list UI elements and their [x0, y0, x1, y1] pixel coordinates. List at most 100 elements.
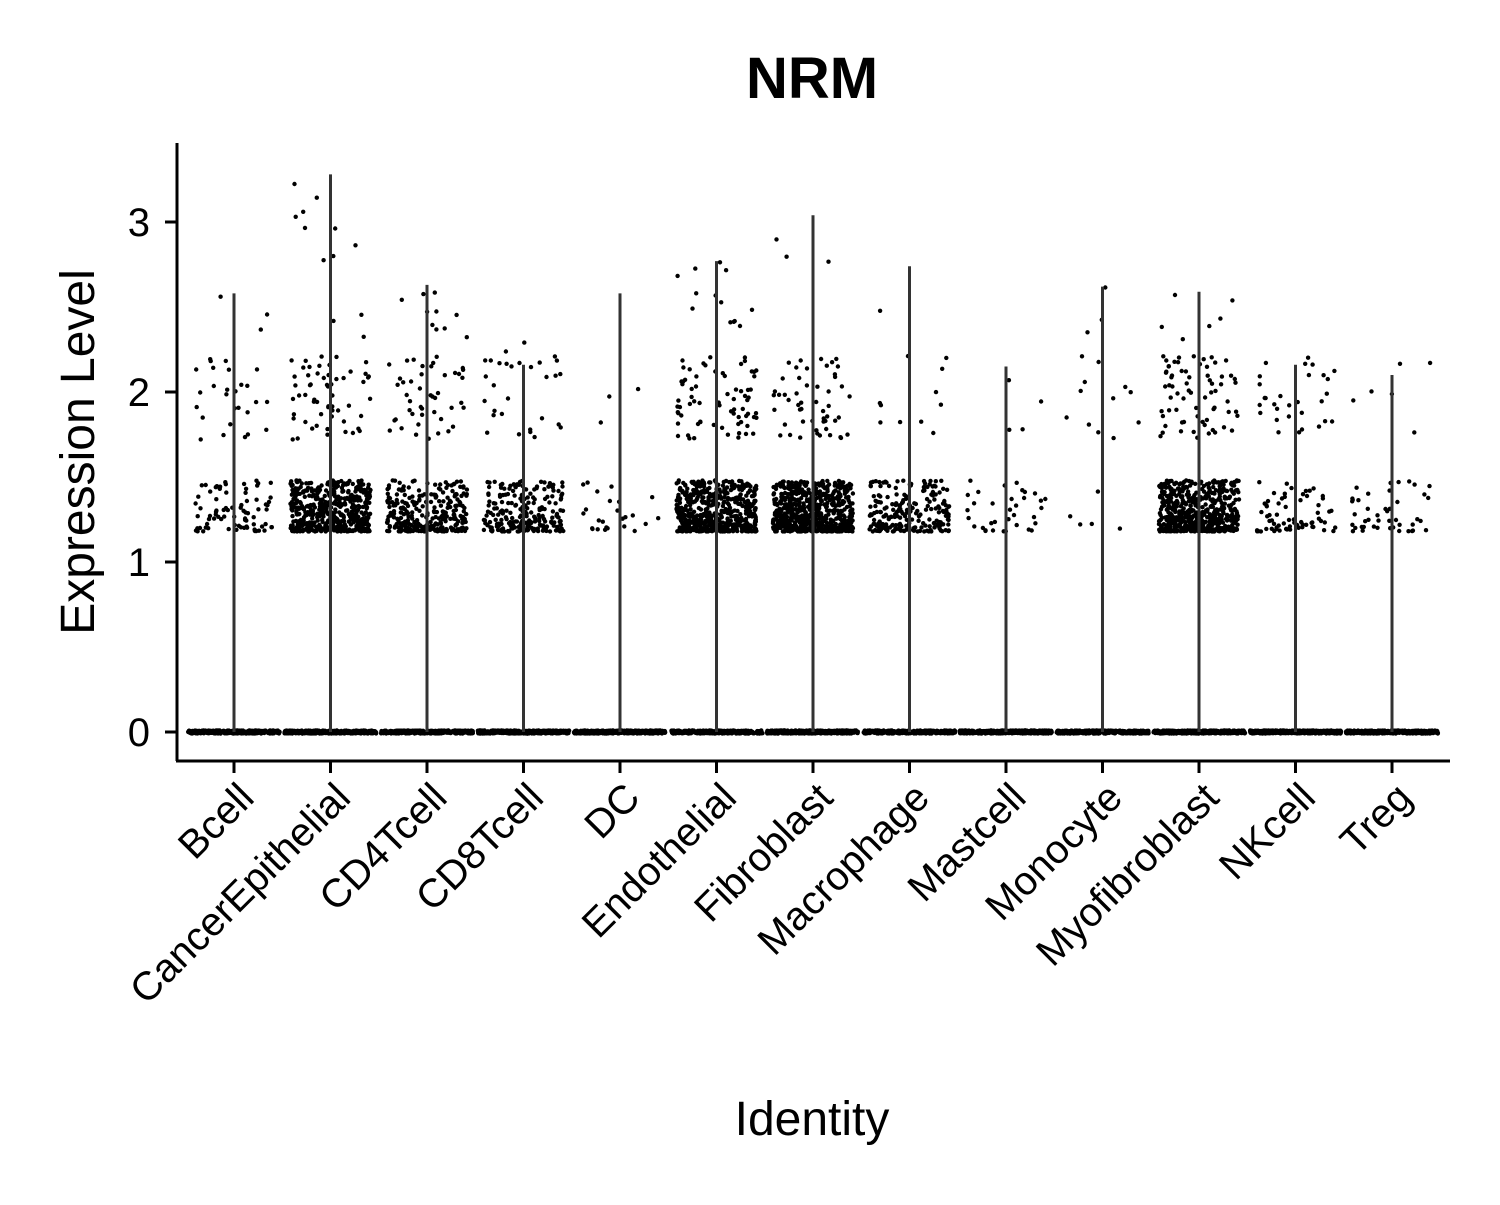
expression-point — [325, 503, 330, 508]
expression-point — [219, 516, 224, 522]
expression-point — [556, 488, 561, 494]
expression-point — [217, 486, 222, 491]
expression-point — [256, 481, 261, 486]
expression-point — [745, 503, 751, 508]
expression-point — [404, 392, 409, 398]
expression-point — [252, 528, 258, 534]
expression-point — [297, 491, 302, 496]
expression-point — [738, 512, 743, 517]
expression-point — [499, 411, 505, 417]
expression-point — [245, 511, 251, 516]
expression-point — [357, 495, 362, 500]
expression-point — [321, 375, 326, 381]
expression-point — [558, 371, 563, 377]
expression-point — [358, 489, 364, 494]
expression-point — [410, 516, 415, 521]
expression-point — [361, 334, 366, 339]
expression-point — [689, 394, 694, 400]
zero-point — [654, 728, 659, 733]
expression-point — [744, 524, 750, 529]
expression-point — [485, 479, 490, 485]
expression-point — [491, 383, 496, 388]
expression-point — [245, 410, 250, 415]
expression-point — [242, 434, 248, 440]
zero-point — [727, 730, 733, 735]
expression-point — [400, 499, 405, 504]
expression-point — [302, 494, 307, 499]
expression-point — [499, 499, 505, 505]
expression-point — [429, 523, 434, 529]
expression-point — [293, 505, 298, 510]
expression-point — [552, 520, 557, 525]
expression-point — [366, 527, 372, 533]
expression-point — [510, 515, 515, 521]
expression-point — [391, 509, 397, 514]
expression-point — [395, 382, 400, 387]
expression-point — [264, 399, 270, 405]
expression-point — [516, 524, 521, 530]
expression-point — [497, 361, 502, 366]
expression-point — [420, 363, 425, 369]
expression-point — [308, 382, 313, 387]
expression-point — [555, 527, 560, 533]
expression-point — [401, 484, 406, 489]
expression-point — [268, 480, 273, 485]
expression-point — [290, 508, 295, 513]
expression-point — [311, 492, 316, 498]
expression-point — [692, 436, 697, 441]
expression-point — [200, 415, 205, 420]
zero-point — [383, 728, 388, 734]
expression-point — [508, 522, 513, 528]
expression-point — [340, 483, 346, 488]
plot-points — [186, 181, 1441, 736]
expression-point — [461, 485, 466, 490]
expression-point — [410, 411, 415, 417]
expression-point — [203, 482, 208, 488]
expression-point — [738, 492, 743, 497]
expression-point — [213, 512, 218, 517]
expression-point — [323, 488, 329, 493]
expression-point — [310, 512, 316, 518]
expression-point — [738, 484, 743, 489]
expression-point — [321, 506, 326, 511]
expression-point — [674, 506, 679, 511]
expression-point — [551, 482, 556, 487]
zero-point — [748, 729, 754, 735]
expression-point — [737, 478, 742, 484]
zero-point — [499, 730, 505, 736]
expression-point — [296, 519, 301, 524]
expression-point — [718, 529, 723, 534]
expression-point — [333, 501, 339, 507]
expression-point — [306, 373, 311, 378]
expression-point — [552, 354, 558, 359]
expression-point — [321, 258, 326, 263]
zero-point — [225, 730, 230, 735]
expression-point — [681, 365, 686, 370]
expression-point — [363, 360, 369, 365]
expression-point — [399, 488, 404, 493]
expression-point — [400, 521, 405, 526]
expression-point — [441, 499, 446, 504]
expression-point — [650, 495, 655, 500]
expression-point — [532, 497, 537, 502]
expression-point — [435, 390, 441, 396]
expression-point — [412, 501, 417, 507]
expression-point — [486, 503, 491, 508]
expression-point — [752, 486, 757, 491]
zero-point — [536, 728, 541, 733]
expression-point — [488, 358, 493, 363]
expression-point — [404, 509, 409, 514]
expression-point — [318, 412, 324, 417]
zero-point — [373, 730, 378, 735]
expression-point — [408, 379, 414, 384]
expression-point — [462, 528, 468, 534]
expression-point — [729, 514, 734, 519]
expression-point — [444, 527, 449, 532]
expression-point — [553, 373, 558, 378]
expression-point — [678, 485, 683, 491]
expression-point — [211, 516, 217, 521]
expression-point — [349, 497, 354, 502]
expression-point — [706, 528, 711, 533]
expression-point — [344, 508, 349, 513]
expression-point — [453, 528, 458, 534]
